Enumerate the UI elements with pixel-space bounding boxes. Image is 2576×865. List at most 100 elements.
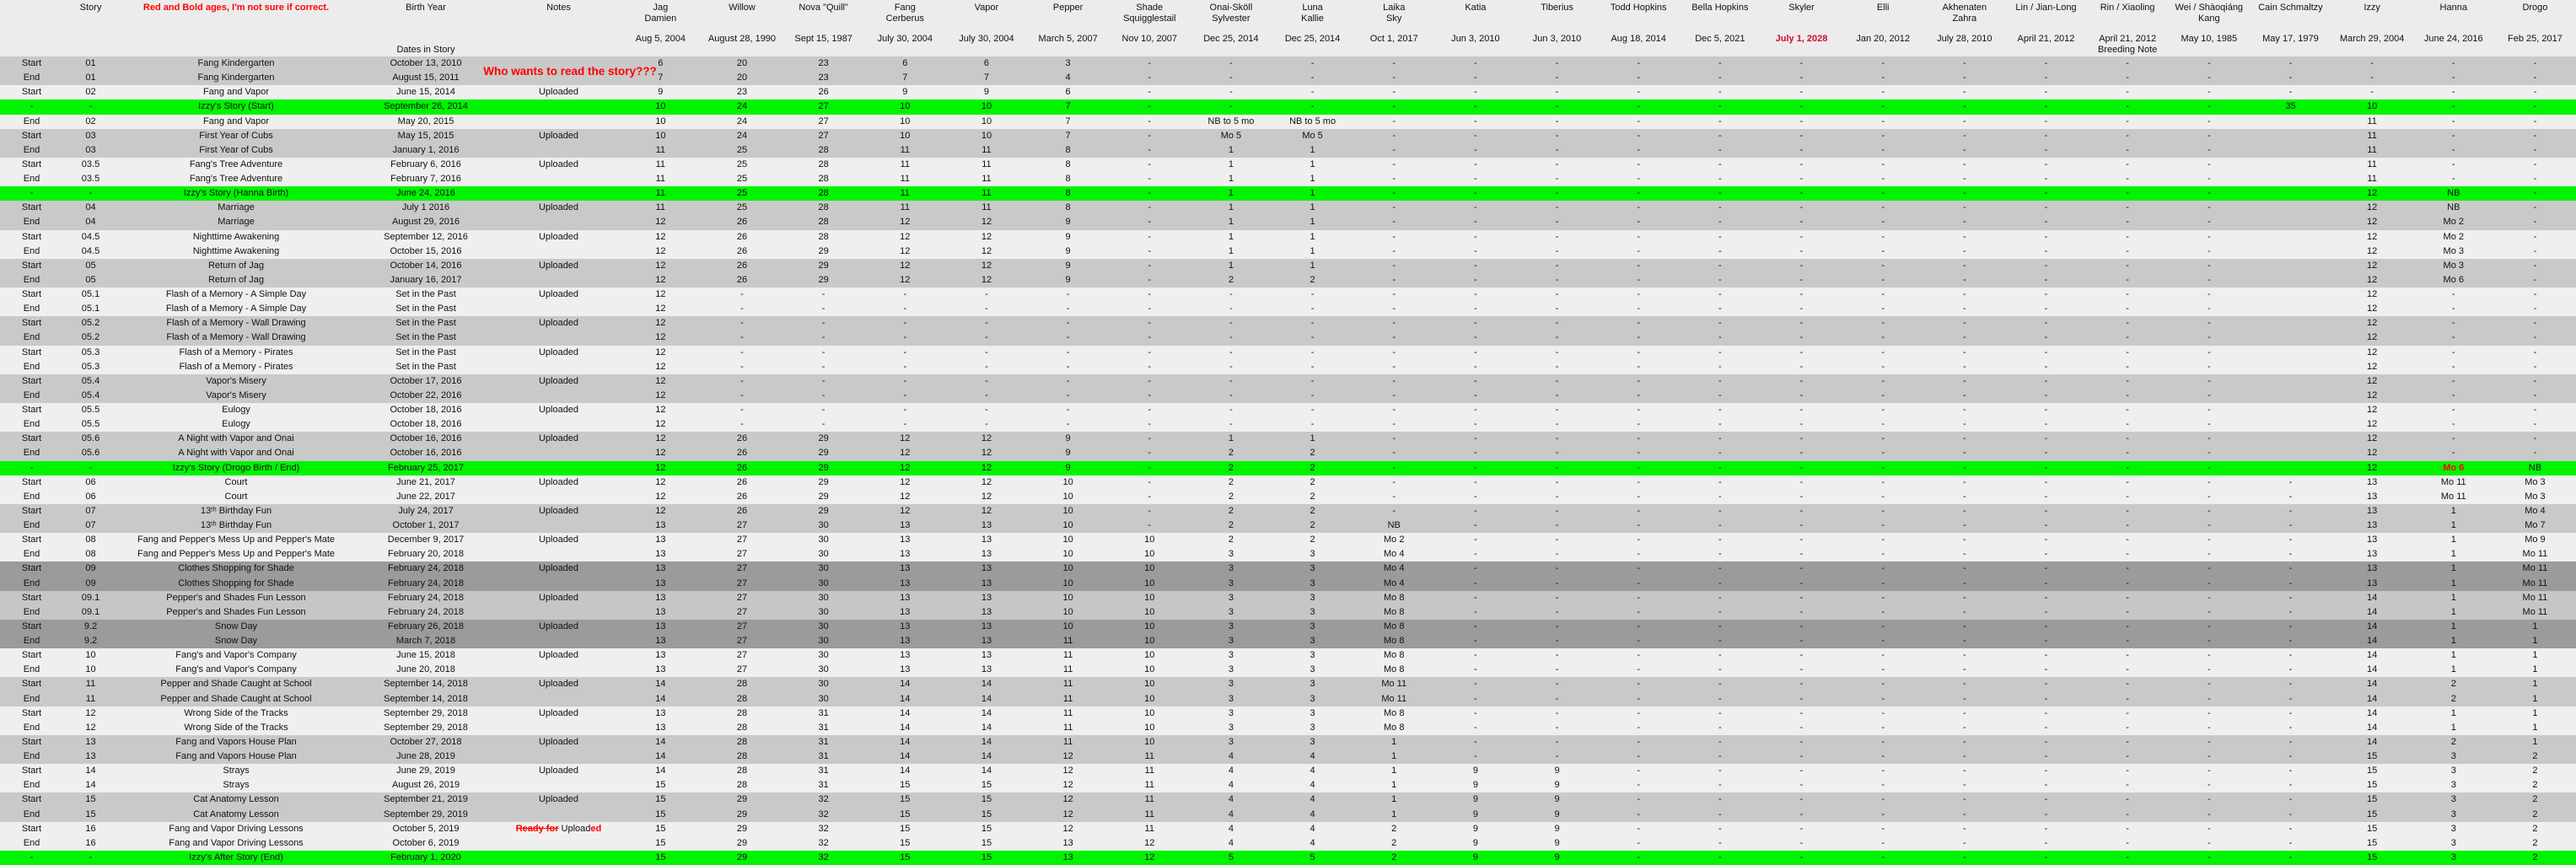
age-cell[interactable]: 29	[818, 462, 829, 473]
story-number-cell[interactable]: 02	[85, 116, 96, 126]
age-cell[interactable]: 28	[736, 736, 748, 747]
age-cell[interactable]: 28	[818, 158, 829, 169]
age-cell[interactable]: -	[1066, 419, 1070, 430]
age-cell[interactable]: 28	[818, 174, 829, 185]
age-cell[interactable]: -	[1637, 650, 1641, 661]
story-title-cell[interactable]: Fang and Vapor Driving Lessons	[169, 837, 304, 848]
age-cell[interactable]: -	[2126, 260, 2129, 271]
age-cell[interactable]: 12	[2366, 231, 2378, 242]
age-cell[interactable]: -	[2126, 606, 2129, 617]
age-cell[interactable]: -	[1148, 158, 1152, 169]
note-cell[interactable]: Uploaded	[538, 231, 579, 242]
age-cell[interactable]: -	[1229, 347, 1233, 357]
age-cell[interactable]: 35	[2285, 101, 2296, 112]
age-cell[interactable]: -	[2207, 823, 2211, 834]
age-cell[interactable]: 12	[2366, 245, 2378, 256]
age-cell[interactable]: 14	[2366, 679, 2378, 690]
age-cell[interactable]: 11	[2367, 116, 2377, 126]
age-cell[interactable]: -	[1799, 101, 1804, 112]
age-cell[interactable]: 12	[655, 231, 666, 242]
age-cell[interactable]: -	[2451, 87, 2455, 98]
age-cell[interactable]: 13	[981, 636, 992, 647]
note-cell[interactable]: Uploaded	[538, 375, 579, 386]
story-number-cell[interactable]: 14	[85, 766, 96, 776]
age-cell[interactable]: -	[2126, 318, 2129, 329]
age-cell[interactable]: 15	[900, 837, 911, 848]
age-cell[interactable]: Mo 8	[1384, 592, 1405, 603]
age-cell[interactable]: 9	[1472, 780, 1478, 791]
age-cell[interactable]: -	[2533, 332, 2537, 343]
story-title-cell[interactable]: Fang's and Vapor's Company	[175, 650, 297, 661]
age-cell[interactable]: -	[1392, 260, 1396, 271]
age-cell[interactable]: -	[1799, 289, 1804, 300]
age-cell[interactable]: 2	[1310, 505, 1315, 516]
character-column-header[interactable]: Skyler July 1, 2028	[1761, 0, 1842, 56]
age-cell[interactable]: -	[2044, 130, 2048, 141]
age-cell[interactable]: -	[2288, 722, 2293, 733]
story-title-cell[interactable]: Return of Jag	[207, 274, 265, 285]
age-cell[interactable]: 12	[900, 231, 911, 242]
age-cell[interactable]: -	[2126, 505, 2129, 516]
age-cell[interactable]: -	[1637, 679, 1641, 690]
story-title-cell[interactable]: Fang Kindergarten	[197, 73, 275, 83]
age-cell[interactable]: 1	[1228, 144, 1234, 155]
age-cell[interactable]: -	[2288, 58, 2293, 69]
age-cell[interactable]: -	[1881, 448, 1885, 459]
age-cell[interactable]: -	[1718, 217, 1722, 228]
age-cell[interactable]: -	[1637, 707, 1641, 718]
age-cell[interactable]: -	[1718, 852, 1722, 862]
age-cell[interactable]: 27	[818, 101, 829, 112]
age-cell[interactable]: 12	[2366, 318, 2378, 329]
age-cell[interactable]: 28	[736, 751, 748, 762]
age-cell[interactable]: -	[1474, 707, 1477, 718]
date-cell[interactable]: June 15, 2018	[396, 650, 455, 661]
age-cell[interactable]: -	[903, 332, 907, 343]
date-cell[interactable]: January 1, 2016	[392, 144, 460, 155]
age-cell[interactable]: -	[1474, 606, 1477, 617]
age-cell[interactable]: -	[1637, 405, 1641, 416]
age-cell[interactable]: -	[2533, 390, 2537, 400]
age-cell[interactable]: -	[1799, 505, 1804, 516]
age-cell[interactable]: -	[1962, 116, 1966, 126]
age-cell[interactable]: -	[903, 419, 907, 430]
age-cell[interactable]: -	[1718, 693, 1722, 704]
age-cell[interactable]: -	[1066, 375, 1070, 386]
age-cell[interactable]: 12	[655, 433, 666, 444]
age-cell[interactable]: Mo 9	[2525, 535, 2546, 545]
age-cell[interactable]: 9	[1472, 837, 1478, 848]
age-cell[interactable]: -	[1555, 144, 1559, 155]
age-cell[interactable]: -	[1474, 664, 1477, 675]
age-cell[interactable]: 12	[655, 405, 666, 416]
age-cell[interactable]: 12	[655, 347, 666, 357]
age-cell[interactable]: 4	[1228, 837, 1234, 848]
age-cell[interactable]: 13	[981, 578, 992, 588]
age-cell[interactable]: -	[2288, 549, 2293, 560]
phase-cell[interactable]: End	[23, 722, 40, 733]
age-cell[interactable]: -	[1555, 405, 1559, 416]
age-cell[interactable]: 29	[818, 245, 829, 256]
age-cell[interactable]: 1	[1391, 794, 1397, 805]
age-cell[interactable]: -	[903, 289, 907, 300]
age-cell[interactable]: -	[1555, 606, 1559, 617]
age-cell[interactable]: -	[2533, 144, 2537, 155]
age-cell[interactable]: -	[1962, 231, 1966, 242]
phase-cell[interactable]: End	[23, 606, 40, 617]
age-cell[interactable]: -	[2288, 592, 2293, 603]
age-cell[interactable]: -	[2533, 245, 2537, 256]
age-cell[interactable]: -	[2288, 693, 2293, 704]
age-cell[interactable]: 11	[2367, 174, 2377, 185]
age-cell[interactable]: -	[1881, 809, 1885, 819]
age-cell[interactable]: 13	[655, 578, 666, 588]
age-cell[interactable]: -	[2207, 751, 2211, 762]
age-cell[interactable]: 11	[655, 188, 666, 199]
note-cell[interactable]: Uploaded	[538, 202, 579, 213]
age-cell[interactable]: -	[1881, 780, 1885, 791]
age-cell[interactable]: -	[1555, 101, 1559, 112]
story-title-cell[interactable]: Fang's Tree Adventure	[189, 174, 283, 185]
age-cell[interactable]: 4	[1228, 809, 1234, 819]
age-cell[interactable]: 32	[818, 852, 829, 862]
age-cell[interactable]: Mo 4	[1384, 578, 1405, 588]
age-cell[interactable]: 12	[900, 462, 911, 473]
age-cell[interactable]: 13	[655, 606, 666, 617]
age-cell[interactable]: 10	[1144, 606, 1155, 617]
